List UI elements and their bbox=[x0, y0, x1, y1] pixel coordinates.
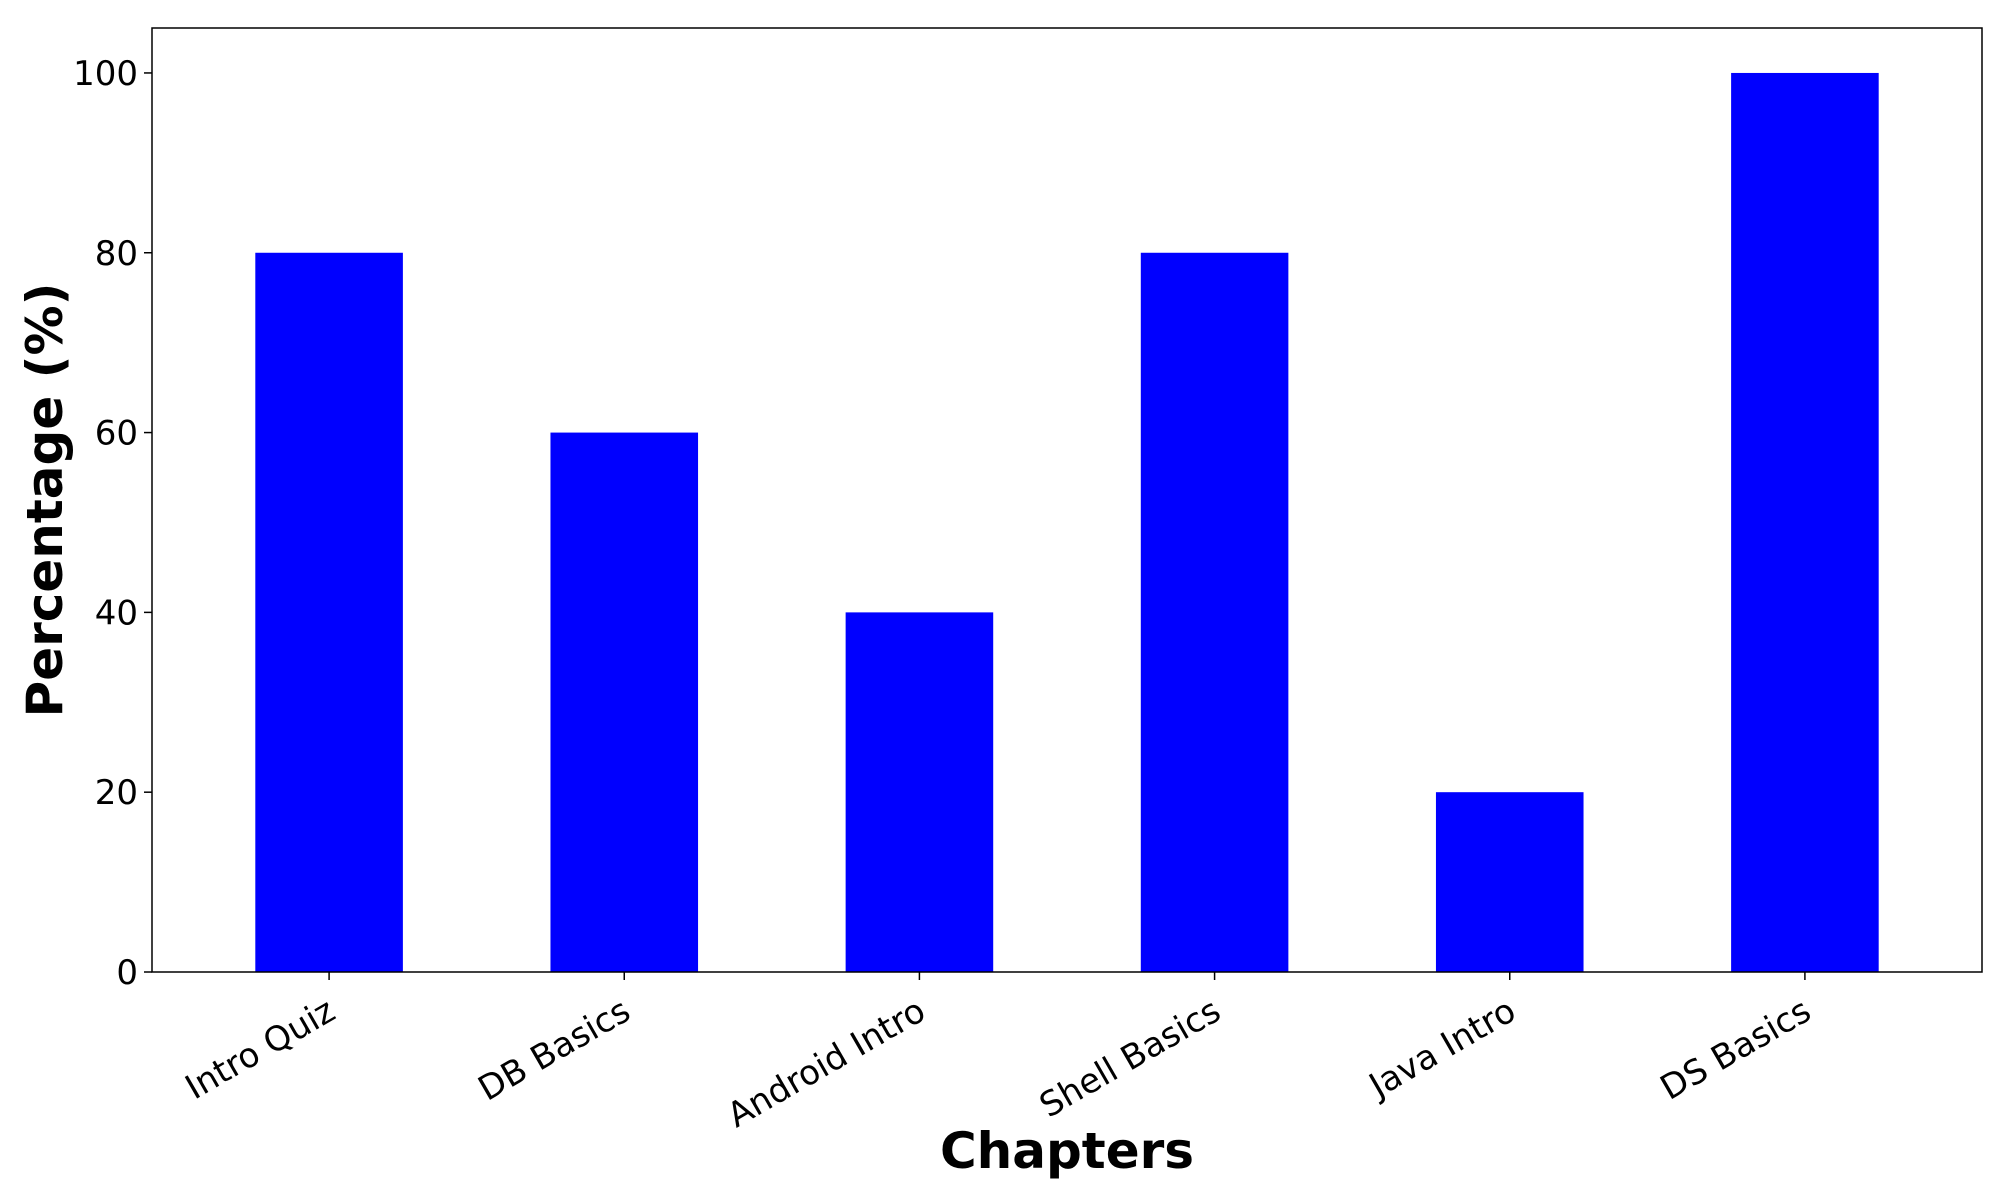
plot-frame bbox=[151, 27, 1983, 973]
y-tick-label: 20 bbox=[95, 773, 138, 813]
x-tick-label: Shell Basics bbox=[1033, 991, 1227, 1126]
y-axis: 0 20 40 60 80 100 bbox=[73, 54, 152, 993]
x-axis: Intro Quiz DB Basics Android Intro Shell Ba… bbox=[179, 972, 1818, 1136]
y-tick-label: 0 bbox=[116, 953, 138, 993]
x-tick-label: DS Basics bbox=[1654, 991, 1818, 1109]
bar-ds-basics bbox=[1731, 72, 1879, 972]
x-tick-label: Android Intro bbox=[721, 991, 933, 1136]
x-axis-title: Chapters bbox=[940, 1122, 1194, 1180]
y-tick-label: 40 bbox=[95, 593, 138, 633]
bar-android-intro bbox=[845, 612, 994, 972]
y-tick-label: 100 bbox=[73, 54, 138, 94]
bar-db-basics bbox=[550, 432, 699, 973]
bar-intro-quiz bbox=[255, 252, 403, 972]
x-tick-label: DB Basics bbox=[472, 991, 638, 1110]
y-axis-title: Percentage (%) bbox=[16, 283, 74, 718]
bar-java-intro bbox=[1435, 792, 1584, 972]
x-tick-label: Intro Quiz bbox=[179, 991, 342, 1108]
x-tick-label: Java Intro bbox=[1361, 991, 1523, 1107]
y-tick-label: 80 bbox=[95, 234, 138, 274]
bars-layer bbox=[255, 72, 1879, 973]
bar-shell-basics bbox=[1140, 252, 1289, 972]
y-tick-label: 60 bbox=[95, 414, 138, 454]
